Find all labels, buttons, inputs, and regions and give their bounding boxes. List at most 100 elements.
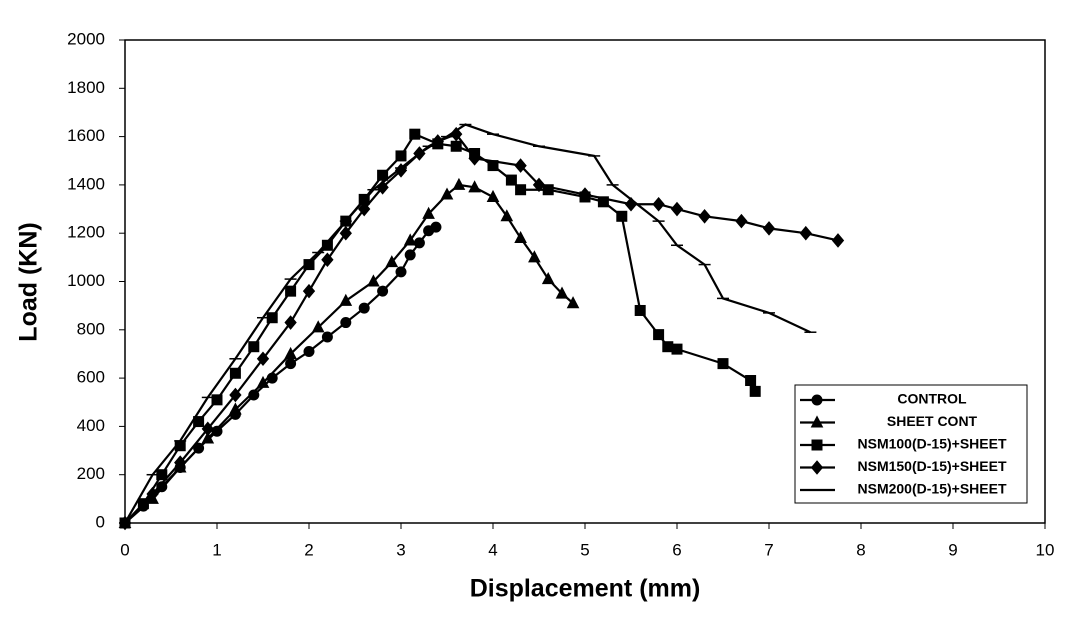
marker (542, 184, 554, 196)
x-tick-label: 2 (304, 540, 313, 559)
marker (403, 233, 417, 246)
marker (528, 250, 541, 263)
y-tick-label: 1400 (67, 174, 105, 193)
marker (229, 402, 242, 415)
legend-marker (811, 394, 823, 406)
legend: CONTROL SHEET CONT NSM100(D-15)+SHEET NSM15… (794, 384, 1028, 504)
marker (440, 187, 454, 200)
marker (339, 293, 353, 306)
marker (514, 230, 527, 244)
marker (717, 358, 729, 370)
marker (450, 140, 462, 152)
marker (201, 421, 214, 437)
marker (256, 375, 270, 388)
y-tick-label: 400 (77, 416, 105, 435)
y-axis-title: Load (KN) (15, 222, 43, 341)
marker (597, 196, 609, 208)
marker (735, 213, 748, 229)
marker (284, 315, 297, 330)
marker (662, 341, 674, 353)
marker (422, 206, 435, 219)
marker (514, 158, 527, 173)
x-tick-label: 5 (580, 540, 589, 559)
x-tick-label: 6 (672, 540, 681, 559)
legend-label: NSM100(D-15)+SHEET (858, 436, 1007, 452)
marker (652, 196, 665, 212)
marker (541, 272, 555, 285)
marker (409, 128, 421, 140)
legend-label: CONTROL (897, 391, 967, 407)
marker (339, 225, 352, 241)
marker (302, 283, 316, 299)
marker (395, 150, 407, 162)
marker (578, 187, 592, 202)
marker (385, 255, 399, 268)
marker (634, 304, 646, 316)
legend-marker (810, 460, 824, 475)
marker (799, 225, 812, 241)
marker (653, 329, 665, 341)
y-tick-label: 0 (96, 512, 105, 531)
x-tick-label: 9 (948, 540, 957, 559)
marker (670, 201, 684, 217)
marker (211, 425, 223, 437)
series-line (124, 132, 757, 524)
marker (555, 286, 569, 299)
legend-marker (811, 439, 823, 451)
y-tick-label: 600 (77, 368, 105, 387)
y-tick-label: 200 (77, 464, 105, 483)
marker (500, 209, 514, 222)
x-tick-label: 3 (396, 540, 405, 559)
marker (505, 174, 517, 186)
marker (367, 274, 380, 287)
marker (358, 201, 371, 217)
marker (248, 341, 260, 353)
legend-marker (810, 415, 824, 428)
marker (303, 259, 315, 271)
legend-label: NSM150(D-15)+SHEET (858, 458, 1007, 474)
series-line (124, 123, 811, 524)
marker (285, 358, 297, 370)
y-tick-label: 800 (77, 319, 105, 338)
marker (762, 221, 776, 236)
marker (358, 302, 370, 314)
marker (515, 184, 527, 196)
marker (616, 210, 628, 222)
marker (413, 237, 425, 249)
x-tick-label: 10 (1036, 540, 1055, 559)
marker (340, 317, 352, 329)
marker (468, 180, 481, 193)
marker (321, 331, 333, 343)
y-tick-label: 1600 (67, 126, 105, 145)
marker (174, 455, 187, 470)
marker (749, 385, 761, 397)
marker (671, 343, 683, 355)
y-tick-label: 1000 (67, 271, 105, 290)
marker (201, 431, 215, 444)
marker (468, 151, 481, 166)
marker (566, 296, 580, 309)
marker (146, 486, 159, 502)
marker (430, 221, 442, 233)
marker (698, 209, 711, 224)
marker (831, 233, 845, 248)
x-tick-label: 0 (120, 540, 129, 559)
series-line (124, 132, 839, 524)
legend-label: NSM200(D-15)+SHEET (858, 481, 1007, 497)
x-tick-label: 1 (212, 540, 221, 559)
marker (532, 177, 546, 193)
marker (229, 387, 242, 403)
marker (284, 346, 297, 359)
marker (486, 189, 500, 202)
marker (256, 351, 270, 367)
marker (404, 249, 416, 261)
y-tick-label: 2000 (67, 29, 105, 48)
marker (377, 285, 389, 297)
marker (229, 367, 241, 379)
marker (311, 320, 325, 333)
marker (285, 285, 297, 297)
marker (321, 239, 333, 251)
marker (745, 375, 757, 387)
